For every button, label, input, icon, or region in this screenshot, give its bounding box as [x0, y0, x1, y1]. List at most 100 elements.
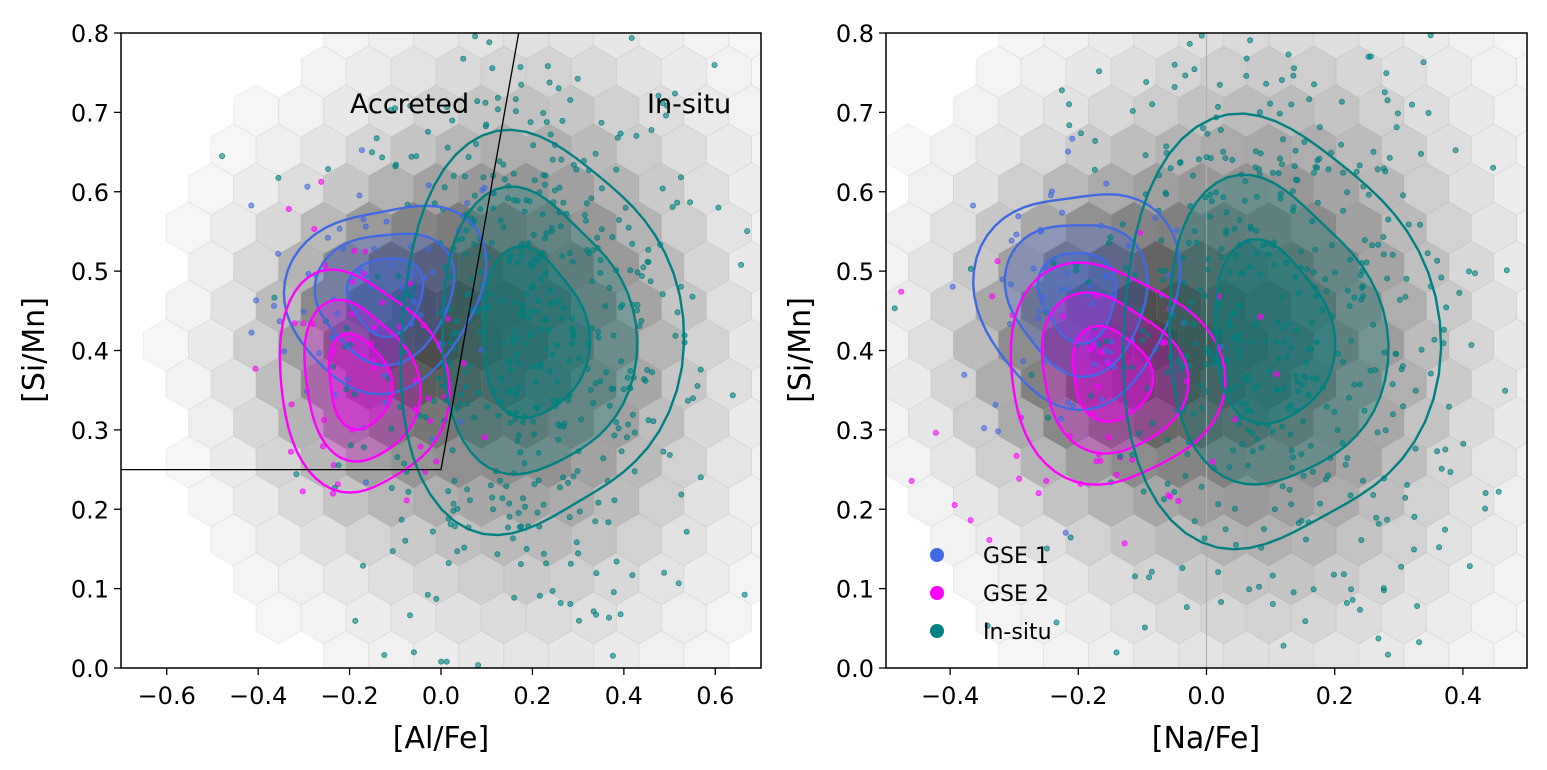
data-point-in-situ: [429, 528, 436, 535]
data-point-in-situ: [540, 110, 547, 117]
data-point-in-situ: [1294, 177, 1301, 184]
hexbin-cell: [1088, 630, 1135, 668]
data-point-in-situ: [1303, 536, 1310, 543]
data-point-in-situ: [410, 284, 417, 291]
data-point-in-situ: [689, 293, 696, 300]
y-tick-label: 0.0: [836, 655, 874, 683]
data-point-in-situ: [1291, 65, 1298, 72]
data-point-in-situ: [1284, 353, 1291, 360]
data-point-in-situ: [451, 477, 458, 484]
data-point-gse-1: [324, 234, 331, 241]
data-point-in-situ: [444, 144, 451, 151]
annotation-accreted: Accreted: [350, 89, 469, 120]
data-point-in-situ: [1129, 451, 1136, 458]
data-point-in-situ: [1202, 388, 1209, 395]
data-point-gse-1: [370, 245, 377, 252]
hexbin-cell: [436, 0, 481, 20]
data-point-in-situ: [1164, 436, 1171, 443]
hexbin-cell: [1043, 630, 1090, 668]
data-point-in-situ: [1149, 101, 1156, 108]
data-point-gse-1: [425, 182, 432, 189]
data-point-in-situ: [1242, 178, 1249, 185]
data-point-in-situ: [738, 261, 745, 268]
data-point-gse-1: [1047, 192, 1054, 199]
data-point-in-situ: [1316, 124, 1323, 131]
hexbin-cell: [481, 0, 526, 20]
data-point-in-situ: [550, 396, 557, 403]
data-point-gse-2: [426, 417, 433, 424]
data-point-in-situ: [1269, 169, 1276, 176]
data-point-in-situ: [573, 539, 580, 546]
data-point-in-situ: [631, 429, 638, 436]
data-point-in-situ: [1139, 337, 1146, 344]
data-point-in-situ: [1092, 137, 1099, 144]
data-point-in-situ: [565, 479, 572, 486]
data-point-in-situ: [1370, 321, 1377, 328]
data-point-in-situ: [574, 75, 581, 82]
data-point-in-situ: [1217, 329, 1224, 336]
hexbin-cell: [1133, 630, 1180, 668]
data-point-gse-2: [951, 501, 958, 508]
data-point-gse-2: [1167, 493, 1174, 500]
hexbin-cell: [1111, 670, 1156, 722]
data-point-in-situ: [451, 523, 458, 530]
hexbin-cell: [1246, 670, 1291, 722]
data-point-in-situ: [1490, 164, 1497, 171]
data-point-in-situ: [557, 484, 564, 491]
data-point-in-situ: [535, 449, 542, 456]
data-point-in-situ: [663, 112, 670, 119]
data-point-in-situ: [468, 215, 475, 222]
scatter-points: [219, 33, 751, 668]
data-point-in-situ: [1424, 250, 1431, 257]
data-point-in-situ: [1252, 148, 1259, 155]
data-point-in-situ: [1338, 141, 1345, 148]
data-point-in-situ: [560, 304, 567, 311]
hexbin-cell: [1381, 0, 1426, 20]
data-point-in-situ: [588, 195, 595, 202]
y-tick-label: 0.4: [71, 338, 109, 366]
data-point-in-situ: [512, 96, 519, 103]
data-point-in-situ: [613, 419, 620, 426]
data-point-in-situ: [454, 405, 461, 412]
data-point-in-situ: [543, 560, 550, 567]
data-point-in-situ: [519, 301, 526, 308]
data-point-gse-1: [961, 371, 968, 378]
data-point-gse-2: [360, 270, 367, 277]
data-point-in-situ: [1328, 242, 1335, 249]
data-point-in-situ: [1262, 338, 1269, 345]
data-point-in-situ: [625, 421, 632, 428]
data-point-gse-1: [1062, 529, 1069, 536]
data-point-in-situ: [1309, 468, 1316, 475]
data-point-in-situ: [648, 127, 655, 134]
data-point-in-situ: [1177, 159, 1184, 166]
data-point-in-situ: [1242, 400, 1249, 407]
data-point-gse-1: [981, 425, 988, 432]
data-point-in-situ: [1381, 349, 1388, 356]
data-point-in-situ: [610, 332, 617, 339]
x-tick-label: −0.6: [138, 682, 196, 710]
data-point-in-situ: [1300, 418, 1307, 425]
data-point-in-situ: [1436, 544, 1443, 551]
data-point-in-situ: [541, 235, 548, 242]
data-point-in-situ: [684, 397, 691, 404]
data-point-in-situ: [1269, 572, 1276, 579]
data-point-in-situ: [1113, 649, 1120, 656]
data-point-gse-1: [1059, 209, 1066, 216]
data-point-in-situ: [486, 39, 493, 46]
data-point-in-situ: [1348, 586, 1355, 593]
data-point-in-situ: [1167, 165, 1174, 172]
data-point-gse-2: [285, 205, 292, 212]
data-point-in-situ: [1122, 264, 1129, 271]
data-point-in-situ: [610, 385, 617, 392]
data-point-gse-1: [429, 269, 436, 276]
data-point-in-situ: [1195, 156, 1202, 163]
data-point-in-situ: [523, 291, 530, 298]
kde-contour-in-situ: [399, 128, 686, 537]
data-point-gse-1: [1064, 270, 1071, 277]
data-point-in-situ: [1193, 239, 1200, 246]
data-point-in-situ: [408, 292, 415, 299]
data-point-in-situ: [446, 359, 453, 366]
data-point-in-situ: [1260, 526, 1267, 533]
data-point-in-situ: [487, 482, 494, 489]
